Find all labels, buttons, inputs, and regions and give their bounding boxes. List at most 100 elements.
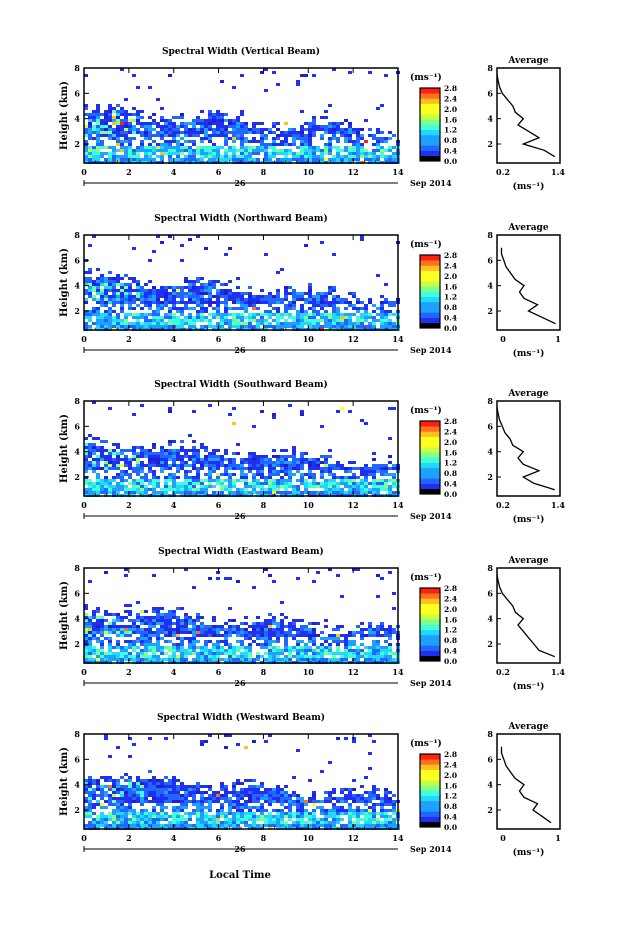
heatmap-cell [384,283,388,286]
heatmap-cell [352,652,356,655]
heatmap-cell [100,479,104,482]
heatmap-cell [172,122,176,125]
heatmap-cell [88,455,92,458]
heatmap-cell [308,485,312,488]
heatmap-cell [168,449,172,452]
heatmap-cell [296,80,300,83]
heatmap-cell [88,310,92,313]
heatmap-cell [192,485,196,488]
heatmap-cell [272,416,276,419]
heatmap-cell [200,316,204,319]
heatmap-cell [180,301,184,304]
heatmap-cell [216,791,220,794]
heatmap-cell [140,307,144,310]
heatmap-cell [104,488,108,491]
heatmap-cell [288,307,292,310]
heatmap-cell [272,155,276,158]
heatmap-cell [220,812,224,815]
heatmap-cell [180,649,184,652]
heatmap-cell [256,652,260,655]
heatmap-cell [176,818,180,821]
heatmap-cell [184,658,188,661]
heatmap-cell [348,71,352,74]
heatmap-cell [92,637,96,640]
heatmap-cell [244,304,248,307]
heatmap-cell [212,625,216,628]
heatmap-cell [228,247,232,250]
colorbar-segment [420,441,440,448]
heatmap-cell [180,824,184,827]
heatmap-cell [136,491,140,494]
heatmap-cell [228,307,232,310]
heatmap-cell [120,122,124,125]
heatmap-cell [104,824,108,827]
heatmap-cell [204,791,208,794]
heatmap-cell [268,476,272,479]
heatmap-cell [192,788,196,791]
heatmap-cell [380,652,384,655]
heatmap-cell [352,467,356,470]
heatmap-cell [176,779,180,782]
heatmap-cell [120,458,124,461]
heatmap-cell [204,658,208,661]
heatmap-cell [172,616,176,619]
heatmap-cell [312,325,316,328]
heatmap-cell [356,646,360,649]
heatmap-cell [164,313,168,316]
heatmap-cell [200,301,204,304]
heatmap-cell [132,800,136,803]
heatmap-cell [336,461,340,464]
heatmap-cell [236,125,240,128]
heatmap-cell [292,655,296,658]
heatmap-cell [340,298,344,301]
heatmap-cell [312,631,316,634]
heatmap-cell [108,289,112,292]
colorbar-tick-label: 0.8 [444,636,457,645]
heatmap-cell [152,643,156,646]
heatmap-cell [332,155,336,158]
heatmap-cell [124,652,128,655]
heatmap-cell [268,458,272,461]
heatmap-cell [300,625,304,628]
heatmap-cell [176,319,180,322]
heatmap-cell [196,319,200,322]
heatmap-cell [156,643,160,646]
heatmap-cell [148,779,152,782]
heatmap-cell [268,482,272,485]
heatmap-cell [372,316,376,319]
heatmap-cell [124,658,128,661]
heatmap-cell [360,319,364,322]
heatmap-cell [248,800,252,803]
heatmap-cell [124,779,128,782]
heatmap-cell [96,104,100,107]
avg-frame [496,67,561,164]
heatmap-cell [216,473,220,476]
heatmap-cell [188,128,192,131]
heatmap-cell [248,815,252,818]
heatmap-cell [252,467,256,470]
heatmap-cell [392,322,396,325]
heatmap-cell [256,482,260,485]
heatmap-cell [184,631,188,634]
heatmap-cell [104,785,108,788]
heatmap-cell [232,658,236,661]
colorbar-segment [420,124,440,131]
heatmap-cell [312,152,316,155]
heatmap-cell [160,458,164,461]
heatmap-cell [156,476,160,479]
heatmap-cell [288,797,292,800]
heatmap-cell [136,482,140,485]
heatmap-cell [188,818,192,821]
heatmap-cell [112,310,116,313]
x-tick-label: 10 [303,667,315,677]
heatmap-cell [200,622,204,625]
heatmap-cell [256,625,260,628]
heatmap-cell [144,824,148,827]
heatmap-cell [300,292,304,295]
heatmap-cell [348,467,352,470]
heatmap-cell [364,316,368,319]
heatmap-cell [108,818,112,821]
heatmap-cell [216,280,220,283]
heatmap-cell [196,119,200,122]
heatmap-cell [236,743,240,746]
